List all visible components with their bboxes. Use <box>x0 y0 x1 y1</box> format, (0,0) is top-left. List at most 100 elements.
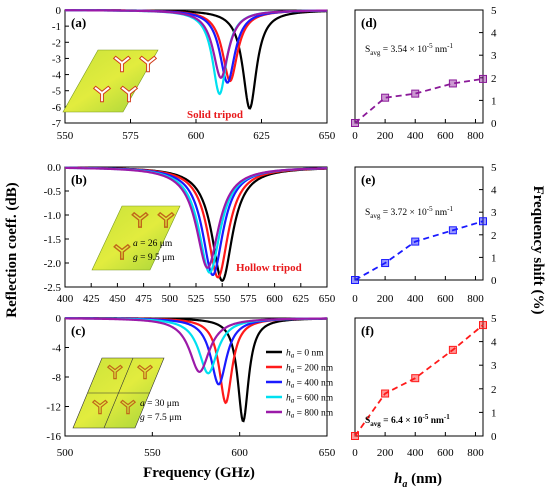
data-point <box>351 276 359 284</box>
panel-f-label: (f) <box>361 323 374 338</box>
y-tick-label: -16 <box>46 431 61 443</box>
param-g-b: g = 9.5 μm <box>133 253 175 263</box>
data-point <box>479 74 487 83</box>
right-y-axis-title: Frequency shift (%) <box>530 186 546 315</box>
x-tick-label: 400 <box>407 130 424 142</box>
x-tick-label: 500 <box>57 447 74 459</box>
x-tick-label: 550 <box>57 130 74 142</box>
panel-e-frame <box>354 166 484 281</box>
param-g-c: g = 7.5 μm <box>140 413 182 423</box>
data-point <box>448 345 457 354</box>
inset-solid-tripod <box>62 49 159 113</box>
series-line-4 <box>64 317 328 373</box>
x-tick-label: 0 <box>352 293 358 305</box>
shift-line <box>354 324 484 437</box>
series-line-4 <box>64 166 328 270</box>
shift-line <box>354 78 484 124</box>
y-tick-label: 3 <box>491 207 497 219</box>
savg-annotation: Savg = 3.54 × 10-5 nm-1 <box>365 42 453 57</box>
x-tick-label: 550 <box>214 293 231 305</box>
x-tick-label: 400 <box>407 447 424 459</box>
panel-e-label: (e) <box>361 172 375 187</box>
legend-entry: ha = 200 nm <box>286 364 334 375</box>
data-point <box>479 217 487 226</box>
y-tick-label: 0.0 <box>47 162 61 174</box>
x-tick-label: 625 <box>253 130 270 142</box>
y-tick-label: -6 <box>52 102 62 114</box>
panel-c: 500 550 600 650 0 -4 -8 -12 -16 (c) <box>46 313 335 459</box>
x-tick-label: 575 <box>122 130 139 142</box>
y-tick-label: 1 <box>491 252 497 264</box>
y-tick-label: -1.0 <box>44 210 62 222</box>
panel-d: 0 200 400 600 800 0 1 2 3 4 5 (d) Savg = 3.54 × 10-5… <box>351 5 497 142</box>
y-tick-label: 1 <box>491 407 497 419</box>
x-tick-label: 550 <box>144 447 161 459</box>
y-tick-label: 3 <box>491 50 497 62</box>
x-tick-label: 525 <box>188 293 205 305</box>
y-tick-label: -2.5 <box>44 282 62 294</box>
x-tick-label: 450 <box>109 293 126 305</box>
legend-entry: ha = 800 nm <box>286 409 334 420</box>
left-y-axis-title: Reflection coeff. (dB) <box>4 182 20 317</box>
param-a-c: a = 30 μm <box>140 399 180 409</box>
y-tick-label: 4 <box>491 337 497 349</box>
panel-b: 400 425 450 475 500 525 550 575 600 625 650 0.0 -0.5… <box>44 162 336 305</box>
x-tick-label: 600 <box>437 447 454 459</box>
x-tick-label: 400 <box>407 293 424 305</box>
data-point <box>448 79 457 88</box>
y-tick-label: 4 <box>491 185 497 197</box>
panel-f-frame <box>354 317 484 437</box>
x-tick-label: 0 <box>352 447 358 459</box>
y-tick-label: -5 <box>52 86 62 98</box>
legend: ha = 0 nm ha = 200 nm ha = 400 nm ha = 600 … <box>266 349 334 420</box>
y-tick-label: -1.5 <box>44 234 62 246</box>
y-tick-label: -1 <box>52 21 61 33</box>
shift-line <box>354 220 484 281</box>
x-tick-label: 400 <box>57 293 74 305</box>
y-tick-label: 4 <box>491 28 497 40</box>
x-tick-label: 650 <box>319 130 336 142</box>
y-tick-label: -12 <box>46 402 61 414</box>
y-tick-label: -7 <box>52 118 62 130</box>
x-tick-label: 650 <box>319 447 336 459</box>
x-tick-label: 500 <box>162 293 179 305</box>
x-tick-label: 800 <box>467 447 484 459</box>
y-tick-label: -2.0 <box>44 258 62 270</box>
panel-d-label: (d) <box>361 15 377 30</box>
x-tick-label: 600 <box>266 293 283 305</box>
y-tick-label: 1 <box>491 95 497 107</box>
savg-annotation: Savg = 6.4 × 10-5 nm-1 <box>365 413 450 428</box>
data-point <box>351 432 359 440</box>
data-point <box>479 321 487 330</box>
hollow-tripod-label: Hollow tripod <box>236 262 302 274</box>
data-point <box>411 374 420 383</box>
y-tick-label: 0 <box>491 118 497 130</box>
x-tick-label: 200 <box>377 293 394 305</box>
param-a-b: a = 26 μm <box>133 239 173 249</box>
data-point <box>381 389 390 398</box>
data-point <box>448 226 457 235</box>
y-tick-label: -4 <box>52 343 62 355</box>
data-point <box>411 237 420 246</box>
y-tick-label: -2 <box>52 37 61 49</box>
y-tick-label: 2 <box>491 384 497 396</box>
y-tick-label: -0.5 <box>44 186 62 198</box>
x-tick-label: 800 <box>467 293 484 305</box>
legend-entry: ha = 400 nm <box>286 379 334 390</box>
solid-tripod-label: Solid tripod <box>187 109 243 121</box>
y-tick-label: 0 <box>56 5 62 17</box>
y-tick-label: -4 <box>52 70 62 82</box>
data-point <box>411 89 420 98</box>
x-tick-label: 800 <box>467 130 484 142</box>
left-x-axis-title: Frequency (GHz) <box>143 465 255 481</box>
x-tick-label: 575 <box>240 293 257 305</box>
series-line-4 <box>65 9 328 79</box>
y-tick-label: 5 <box>491 5 497 17</box>
panel-a-label: (a) <box>71 15 86 30</box>
y-tick-label: 2 <box>491 230 497 242</box>
panel-d-frame <box>354 9 484 124</box>
data-point <box>381 93 390 102</box>
x-tick-label: 425 <box>83 293 100 305</box>
right-x-axis-title: ha (nm) <box>394 471 442 490</box>
